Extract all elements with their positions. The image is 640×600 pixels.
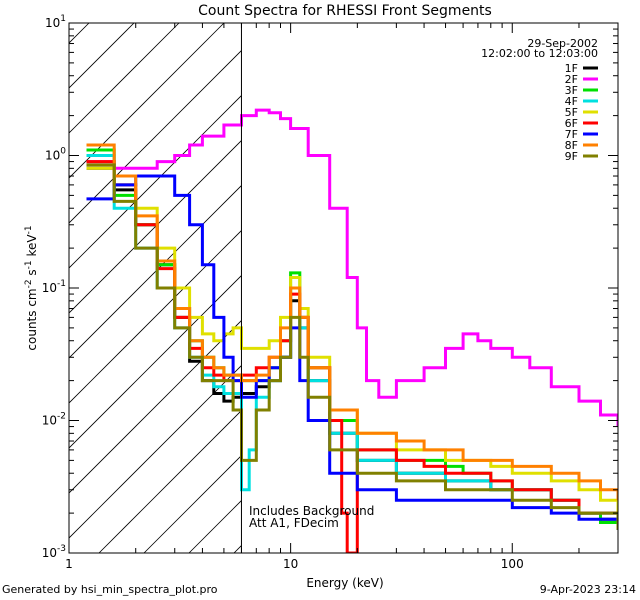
series-line-8f bbox=[86, 143, 618, 501]
hatch-line bbox=[69, 23, 225, 179]
x-tick-label: 10 bbox=[283, 557, 298, 571]
y-axis-label: counts cm-2 s-1 keV-1 bbox=[24, 225, 39, 350]
hatch-line bbox=[69, 49, 242, 224]
legend-label-1f: 1F bbox=[565, 62, 578, 75]
observation-date: 29-Sep-2002 bbox=[527, 37, 598, 50]
observation-time-range: 12:02:00 to 12:03:00 bbox=[481, 47, 598, 60]
legend-label-9f: 9F bbox=[565, 150, 578, 163]
legend-label-2f: 2F bbox=[565, 73, 578, 86]
hatch-line bbox=[69, 319, 242, 494]
hatch-line bbox=[69, 364, 242, 539]
x-tick-labels: 1 10 100 bbox=[65, 557, 524, 571]
axes bbox=[68, 23, 619, 554]
annotation-attenuator: Att A1, FDecim bbox=[249, 516, 339, 530]
hatch-line bbox=[69, 274, 242, 449]
legend-label-5f: 5F bbox=[565, 106, 578, 119]
series-line-2f bbox=[86, 108, 618, 427]
hatch-line bbox=[69, 23, 180, 134]
x-axis-label: Energy (keV) bbox=[306, 576, 383, 590]
annotation-background: Includes Background bbox=[249, 504, 374, 518]
hatch-line bbox=[69, 139, 242, 314]
legend-label-8f: 8F bbox=[565, 139, 578, 152]
legend-label-7f: 7F bbox=[565, 128, 578, 141]
chart-title: Count Spectra for RHESSI Front Segments bbox=[198, 3, 492, 19]
hatch-line bbox=[69, 94, 242, 269]
legend-label-3f: 3F bbox=[565, 84, 578, 97]
legend-label-4f: 4F bbox=[565, 95, 578, 108]
hatch-line bbox=[98, 409, 242, 553]
hatch-line bbox=[143, 454, 242, 553]
x-tick-label: 100 bbox=[501, 557, 524, 571]
series-group bbox=[86, 108, 618, 553]
footer-timestamp: 9-Apr-2023 23:14 bbox=[539, 583, 636, 596]
x-tick-label: 1 bbox=[65, 557, 73, 571]
legend-label-6f: 6F bbox=[565, 117, 578, 130]
series-line-9f bbox=[86, 163, 618, 530]
hatch-line bbox=[69, 184, 242, 359]
footer-generated-by: Generated by hsi_min_spectra_plot.pro bbox=[2, 583, 218, 596]
